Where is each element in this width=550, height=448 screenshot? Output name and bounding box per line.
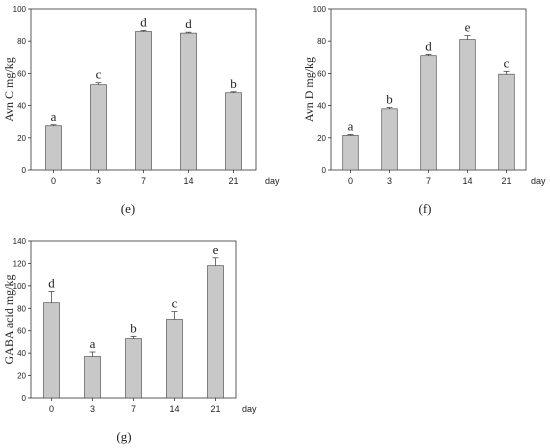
bar xyxy=(225,92,242,171)
x-tick-label: 7 xyxy=(426,176,431,186)
y-axis-label: Avn C mg/kg xyxy=(2,57,16,121)
significance-letter: a xyxy=(90,336,96,351)
significance-letter: d xyxy=(185,16,192,31)
significance-letter: e xyxy=(465,20,471,35)
bar xyxy=(166,319,183,399)
bar xyxy=(381,108,398,171)
bar xyxy=(420,55,437,171)
y-tick-label: 0 xyxy=(322,166,327,175)
y-tick-label: 40 xyxy=(17,349,26,358)
y-tick-label: 80 xyxy=(317,37,326,46)
x-tick-label: 21 xyxy=(210,404,220,414)
bar xyxy=(180,32,197,171)
bar xyxy=(43,302,60,399)
significance-letter: c xyxy=(172,296,178,311)
significance-letter: c xyxy=(96,67,102,82)
significance-letter: d xyxy=(140,15,147,30)
panel-label: (g) xyxy=(116,429,131,444)
bar xyxy=(207,265,224,399)
y-tick-label: 20 xyxy=(17,134,26,143)
bar xyxy=(125,338,142,399)
x-tick-label: 21 xyxy=(228,176,238,186)
y-tick-label: 100 xyxy=(13,282,27,291)
bar xyxy=(459,39,476,171)
x-tick-label: 14 xyxy=(183,176,193,186)
x-tick-label: 7 xyxy=(141,176,146,186)
bar xyxy=(84,356,101,399)
x-tick-label: 7 xyxy=(131,404,136,414)
y-tick-label: 120 xyxy=(13,259,27,268)
x-tick-label: 0 xyxy=(49,404,54,414)
y-axis-label: Avn D mg/kg xyxy=(302,57,316,122)
bar xyxy=(342,135,359,171)
y-tick-label: 140 xyxy=(13,237,27,246)
y-tick-label: 100 xyxy=(13,5,27,14)
y-tick-label: 60 xyxy=(17,327,26,336)
y-tick-label: 40 xyxy=(17,102,26,111)
y-tick-label: 20 xyxy=(317,134,326,143)
significance-letter: b xyxy=(386,92,393,107)
chart-panel-f: 0 20 40 60 80 100 Avn D mg/kg a 0 b 3 d 7 e 14 c 21 day (f… xyxy=(302,5,546,216)
y-tick-label: 20 xyxy=(17,372,26,381)
y-tick-label: 0 xyxy=(22,394,27,403)
x-axis-label: day xyxy=(265,176,280,186)
bar xyxy=(90,84,107,171)
y-tick-label: 80 xyxy=(17,37,26,46)
x-tick-label: 14 xyxy=(169,404,179,414)
significance-letter: a xyxy=(51,109,57,124)
bar xyxy=(45,125,62,171)
x-tick-label: 0 xyxy=(348,176,353,186)
x-tick-label: 3 xyxy=(90,404,95,414)
x-axis-label: day xyxy=(531,176,546,186)
y-tick-label: 80 xyxy=(17,304,26,313)
significance-letter: b xyxy=(130,320,137,335)
x-tick-label: 0 xyxy=(51,176,56,186)
panel-label: (f) xyxy=(419,201,432,216)
significance-letter: c xyxy=(504,55,510,70)
x-tick-label: 14 xyxy=(462,176,472,186)
x-tick-label: 3 xyxy=(387,176,392,186)
significance-letter: e xyxy=(213,242,219,257)
x-axis-label: day xyxy=(242,404,257,414)
significance-letter: b xyxy=(230,76,237,91)
chart-panel-g: 0 20 40 60 80 100 120 140 GABA acid mg/kg d 0 a 3 b 7 c… xyxy=(2,237,257,444)
x-tick-label: 21 xyxy=(501,176,511,186)
y-axis-label: GABA acid mg/kg xyxy=(2,275,16,365)
significance-letter: a xyxy=(348,118,354,133)
significance-letter: d xyxy=(48,275,55,290)
bar xyxy=(135,31,152,171)
y-tick-label: 0 xyxy=(22,166,27,175)
y-tick-label: 40 xyxy=(317,102,326,111)
panel-label: (e) xyxy=(121,201,135,216)
y-tick-label: 60 xyxy=(17,69,26,78)
chart-panel-e: 0 20 40 60 80 100 Avn C mg/kg a 0 c 3 d 7 d 14 b 21 day (e… xyxy=(2,5,280,216)
x-tick-label: 3 xyxy=(96,176,101,186)
y-tick-label: 60 xyxy=(317,69,326,78)
significance-letter: d xyxy=(425,38,432,53)
bar xyxy=(498,73,515,171)
y-tick-label: 100 xyxy=(313,5,327,14)
